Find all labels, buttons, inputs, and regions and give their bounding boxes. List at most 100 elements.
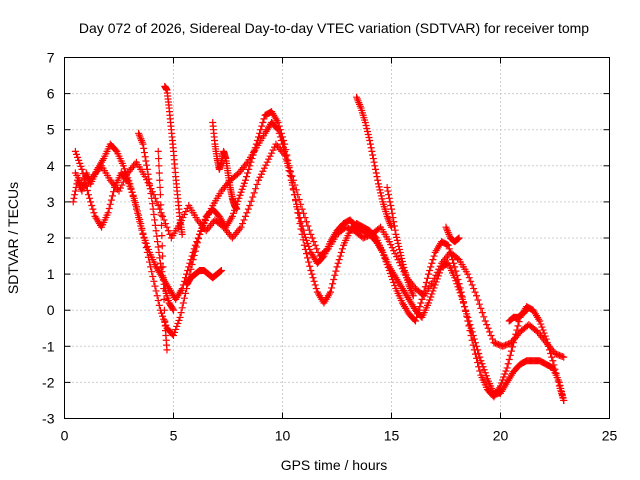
data-point: [197, 227, 205, 235]
data-point: [156, 191, 164, 199]
data-point: [536, 317, 544, 325]
data-point: [178, 230, 186, 238]
data-point: [393, 253, 401, 261]
data-point: [237, 188, 245, 196]
data-point: [432, 271, 440, 279]
data-point: [464, 270, 472, 278]
data-point: [463, 312, 471, 320]
data-point: [503, 364, 511, 372]
data-point: [285, 164, 293, 172]
data-point: [433, 268, 441, 276]
x-tick-label: 25: [602, 428, 618, 444]
data-point: [461, 303, 469, 311]
series-track-c: [71, 140, 568, 361]
data-point: [371, 162, 379, 170]
data-point: [180, 211, 188, 219]
data-point: [78, 165, 86, 173]
data-point: [330, 276, 338, 284]
data-point: [260, 115, 268, 123]
data-point: [486, 328, 494, 336]
data-point: [144, 253, 152, 261]
data-point: [158, 268, 166, 276]
data-point: [153, 198, 161, 206]
data-point: [83, 186, 91, 194]
data-point: [390, 218, 398, 226]
data-point: [478, 309, 486, 317]
data-point: [540, 329, 548, 337]
data-point: [181, 289, 189, 297]
data-point: [334, 259, 342, 267]
data-point: [89, 205, 97, 213]
data-point: [266, 152, 274, 160]
data-point: [148, 268, 156, 276]
data-point: [153, 292, 161, 300]
series-track-a: [69, 118, 568, 404]
data-point: [187, 265, 195, 273]
data-point: [288, 172, 296, 180]
data-point: [138, 224, 146, 232]
data-point: [298, 230, 306, 238]
data-point: [425, 270, 433, 278]
data-point: [154, 243, 162, 251]
series-segment-d: [135, 129, 177, 314]
data-point: [104, 209, 112, 217]
data-point: [246, 202, 254, 210]
data-point: [414, 310, 422, 318]
data-point: [149, 205, 157, 213]
data-point: [370, 158, 378, 166]
data-point: [475, 300, 483, 308]
data-point: [390, 222, 398, 230]
data-point: [444, 241, 452, 249]
data-point: [369, 155, 377, 163]
data-point: [507, 347, 515, 355]
data-point: [377, 189, 385, 197]
data-point: [71, 147, 79, 155]
series-segment-j: [383, 183, 417, 300]
data-point: [252, 140, 260, 148]
data-point: [470, 346, 478, 354]
data-point: [415, 306, 423, 314]
data-point: [361, 118, 369, 126]
data-point: [477, 304, 485, 312]
data-point: [134, 207, 142, 215]
data-point: [179, 299, 187, 307]
data-point: [170, 331, 177, 339]
data-point: [537, 320, 545, 328]
data-point: [193, 239, 201, 247]
data-point: [169, 305, 177, 313]
data-point: [234, 197, 242, 205]
data-point: [243, 173, 251, 181]
data-point: [457, 288, 465, 296]
data-point: [551, 365, 559, 373]
data-point: [229, 209, 237, 217]
data-point: [275, 122, 283, 130]
data-point: [172, 325, 180, 333]
data-point: [554, 378, 562, 386]
data-point: [475, 350, 483, 358]
data-point: [152, 287, 160, 295]
data-point: [308, 234, 316, 242]
data-point: [160, 295, 168, 303]
data-point: [331, 271, 339, 279]
x-tick-label: 15: [384, 428, 400, 444]
data-point: [129, 191, 137, 199]
data-point: [498, 379, 506, 387]
data-point: [151, 216, 159, 224]
data-point: [149, 273, 157, 281]
data-point: [248, 155, 256, 163]
data-point: [480, 366, 488, 374]
data-point: [244, 169, 252, 177]
x-tick-label: 0: [61, 428, 69, 444]
y-tick-label: 5: [47, 122, 55, 138]
data-point: [489, 335, 497, 343]
data-point: [427, 263, 435, 271]
data-point: [255, 176, 263, 184]
data-point: [259, 167, 267, 175]
data-point: [292, 197, 300, 205]
data-point: [130, 194, 138, 202]
data-point: [454, 235, 462, 243]
data-point: [366, 137, 374, 145]
data-point: [455, 234, 463, 242]
data-point: [143, 248, 151, 256]
data-point: [276, 126, 284, 134]
